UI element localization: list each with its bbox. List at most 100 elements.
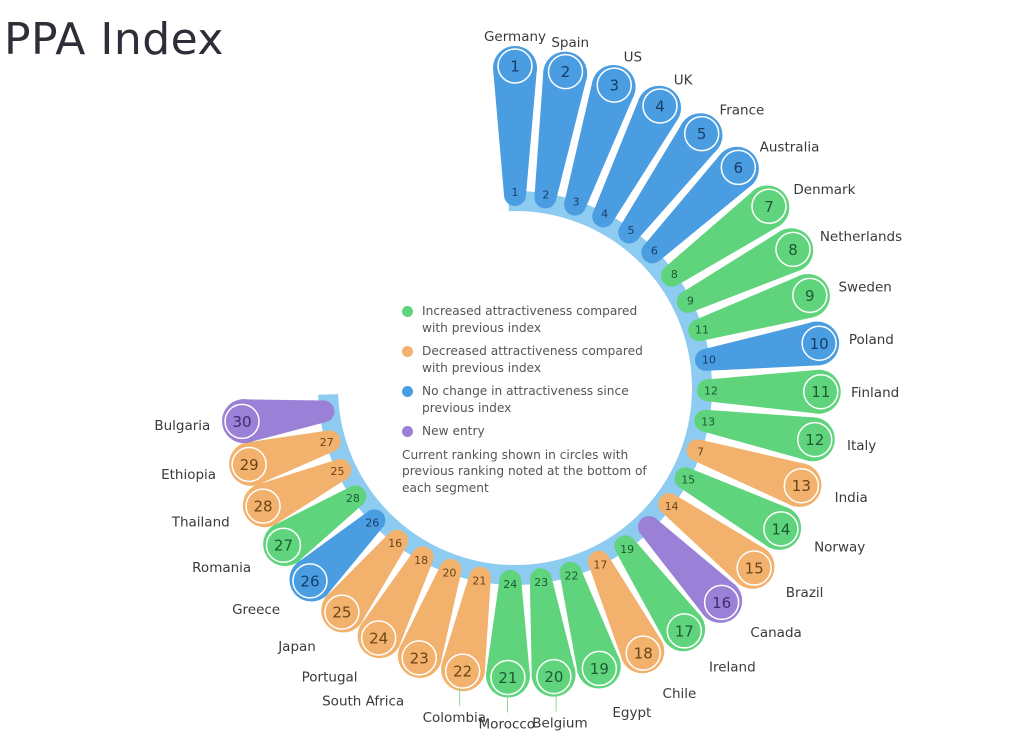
country-label: Brazil — [786, 585, 824, 601]
segment-south-africa: 23 20 South Africa — [322, 558, 462, 709]
previous-rank-label: 25 — [331, 465, 345, 478]
country-label: Colombia — [423, 710, 486, 726]
country-label: Thailand — [171, 515, 230, 531]
rank-label: 28 — [253, 498, 272, 516]
previous-rank-label: 19 — [620, 543, 634, 556]
rank-circle — [720, 149, 757, 186]
country-label: Greece — [232, 602, 280, 618]
segment-thailand: 28 25 Thailand — [171, 458, 352, 531]
legend-item-new: New entry — [402, 423, 647, 440]
previous-rank-label: 18 — [414, 554, 428, 567]
segment-bulgaria: 30 Bulgaria — [154, 399, 335, 444]
segment-base — [614, 535, 637, 558]
segment-australia: 6 6 Australia — [641, 139, 819, 264]
rank-circle — [547, 53, 584, 90]
previous-rank-label: 11 — [695, 323, 709, 336]
previous-rank-label: 5 — [627, 224, 634, 237]
rank-circle — [625, 635, 661, 671]
previous-rank-label: 8 — [671, 268, 678, 281]
segment-base — [660, 264, 683, 287]
segment-colombia: 22 21 Colombia — [423, 566, 491, 726]
rank-circle — [536, 658, 572, 695]
segment-portugal: 24 18 Portugal — [302, 546, 434, 686]
rank-circle — [245, 488, 281, 524]
segment-bar — [485, 580, 530, 677]
rank-label: 21 — [498, 669, 517, 687]
previous-rank-label: 17 — [593, 558, 607, 571]
segment-sweden: 9 11 Sweden — [688, 273, 892, 342]
country-label: Netherlands — [820, 229, 902, 245]
country-label: Ethiopia — [161, 467, 216, 483]
country-label: Bulgaria — [154, 418, 210, 434]
rank-label: 9 — [805, 287, 815, 305]
rank-label: 5 — [697, 125, 707, 143]
rank-circle — [642, 88, 678, 124]
segment-bar — [707, 369, 820, 414]
previous-rank-label: 24 — [503, 578, 517, 591]
segment-base — [592, 205, 615, 228]
rank-label: 4 — [655, 97, 665, 115]
segment-base — [641, 241, 664, 264]
segment-base — [312, 400, 335, 423]
rank-label: 14 — [771, 520, 790, 538]
rank-circle — [324, 594, 360, 630]
previous-rank-label: 12 — [704, 384, 718, 397]
rank-circle — [596, 67, 632, 103]
segment-netherlands: 8 9 Netherlands — [676, 228, 902, 313]
segment-romania: 27 28 Romania — [192, 485, 367, 576]
segment-base — [411, 546, 434, 569]
segment-egypt: 19 22 Egypt — [559, 561, 651, 721]
rank-circle — [797, 421, 833, 458]
country-label: UK — [674, 72, 694, 88]
segment-morocco: 21 24 Morocco — [479, 569, 536, 733]
rank-circle — [666, 613, 703, 649]
legend-dot-icon — [402, 346, 413, 357]
legend-dot-icon — [402, 386, 413, 397]
rank-circle — [265, 527, 302, 563]
rank-circle — [292, 563, 328, 599]
previous-rank-label: 21 — [472, 575, 486, 588]
segment-base — [674, 467, 697, 490]
country-label: Morocco — [479, 717, 536, 733]
legend-label: New entry — [422, 424, 485, 438]
segment-base — [439, 558, 462, 581]
previous-rank-label: 22 — [564, 570, 578, 583]
segment-base — [559, 561, 582, 584]
rank-circle — [801, 325, 837, 362]
segment-belgium: 20 23 Belgium — [529, 568, 588, 731]
segment-germany: 1 1 Germany — [484, 29, 546, 206]
previous-rank-label: 9 — [687, 295, 694, 308]
segment-base — [618, 221, 641, 244]
rank-circle — [751, 188, 787, 225]
country-label: France — [719, 102, 764, 118]
rank-circle — [224, 403, 260, 440]
legend-label: Increased attractiveness compared with p… — [422, 304, 638, 335]
segment-base — [686, 439, 709, 462]
segment-chile: 18 17 Chile — [588, 550, 696, 702]
country-label: Denmark — [793, 182, 855, 198]
segment-base — [386, 529, 409, 552]
legend-dot-icon — [402, 306, 413, 317]
rank-label: 27 — [274, 537, 293, 555]
segment-base — [694, 348, 717, 371]
rank-circle — [783, 467, 820, 504]
segment-ethiopia: 29 27 Ethiopia — [161, 430, 341, 486]
previous-rank-label: 26 — [365, 516, 379, 529]
previous-rank-label: 2 — [542, 188, 549, 201]
country-label: Belgium — [532, 715, 587, 731]
rank-circle — [581, 650, 618, 687]
segment-base — [363, 509, 386, 532]
country-label: Italy — [847, 438, 876, 454]
rank-label: 8 — [788, 241, 798, 259]
segment-bar — [564, 80, 635, 209]
segment-base — [529, 568, 552, 591]
legend-item-unchanged: No change in attractiveness since previo… — [402, 383, 647, 416]
rank-label: 17 — [675, 622, 694, 640]
previous-rank-label: 23 — [534, 576, 548, 589]
rank-circle — [792, 277, 828, 314]
rank-label: 16 — [712, 594, 731, 612]
country-label: Ireland — [709, 659, 756, 675]
segment-base — [468, 566, 491, 589]
previous-rank-label: 15 — [681, 474, 695, 487]
segment-italy: 12 13 Italy — [694, 409, 876, 462]
